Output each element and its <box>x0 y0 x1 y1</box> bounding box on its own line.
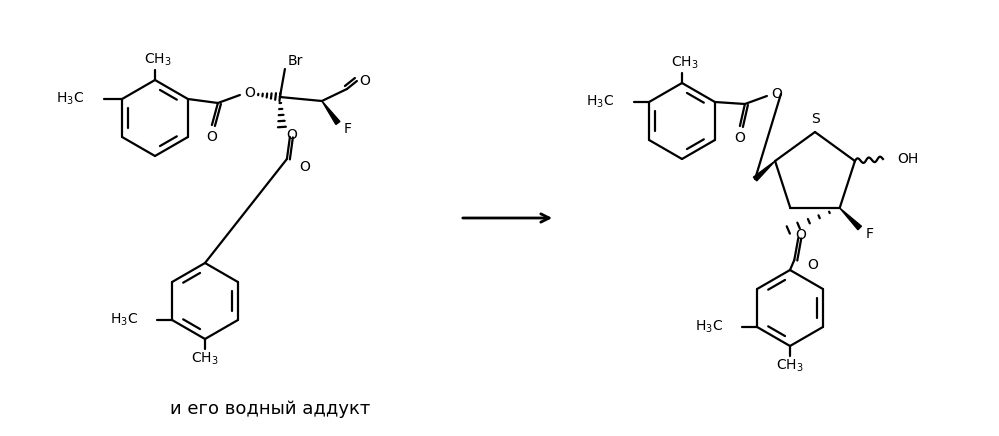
Text: F: F <box>344 122 352 136</box>
Text: O: O <box>795 228 806 242</box>
Text: S: S <box>810 112 819 126</box>
Text: CH$_3$: CH$_3$ <box>144 52 172 68</box>
Polygon shape <box>753 161 775 181</box>
Text: и его водный аддукт: и его водный аддукт <box>170 400 370 418</box>
Text: H$_3$C: H$_3$C <box>110 312 138 328</box>
Text: O: O <box>807 258 818 272</box>
Text: O: O <box>771 87 782 101</box>
Text: CH$_3$: CH$_3$ <box>776 358 804 374</box>
Text: H$_3$C: H$_3$C <box>56 91 84 107</box>
Text: CH$_3$: CH$_3$ <box>671 55 699 71</box>
Text: O: O <box>734 131 745 145</box>
Polygon shape <box>840 208 861 230</box>
Polygon shape <box>322 101 340 124</box>
Text: F: F <box>866 227 874 241</box>
Text: O: O <box>245 86 256 100</box>
Text: CH$_3$: CH$_3$ <box>191 351 219 367</box>
Text: OH: OH <box>897 152 918 166</box>
Text: Br: Br <box>288 54 303 68</box>
Text: H$_3$C: H$_3$C <box>695 319 723 335</box>
Text: O: O <box>360 74 371 88</box>
Text: O: O <box>207 130 218 144</box>
Text: O: O <box>300 160 311 174</box>
Text: H$_3$C: H$_3$C <box>586 94 614 110</box>
Text: O: O <box>287 128 298 142</box>
